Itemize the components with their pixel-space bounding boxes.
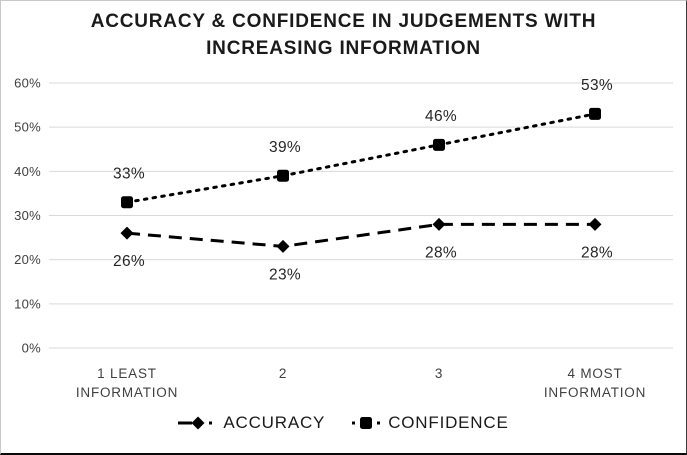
square-marker bbox=[433, 138, 445, 151]
legend-item-confidence: CONFIDENCE bbox=[351, 413, 508, 433]
data-label: 46% bbox=[425, 108, 457, 125]
legend-dot bbox=[209, 421, 213, 425]
data-label: 28% bbox=[581, 244, 613, 261]
chart-title: ACCURACY & CONFIDENCE IN JUDGEMENTS WITH… bbox=[90, 11, 597, 59]
y-axis-tick-label: 40% bbox=[14, 164, 41, 179]
confidence-line bbox=[125, 112, 597, 204]
accuracy-line-marker-icon bbox=[178, 416, 213, 430]
x-axis-tick-label: INFORMATION bbox=[544, 385, 646, 400]
accuracy-line bbox=[126, 222, 595, 248]
data-label: 28% bbox=[425, 244, 457, 261]
y-axis-tick-label: 30% bbox=[14, 208, 41, 223]
y-axis-tick-label: 0% bbox=[22, 341, 42, 356]
x-axis-tick-label: 2 bbox=[279, 366, 287, 381]
y-axis-tick-label: 50% bbox=[14, 120, 41, 135]
legend-dot bbox=[352, 421, 356, 425]
diamond-marker bbox=[432, 217, 446, 231]
x-axis-tick-label: INFORMATION bbox=[76, 385, 178, 400]
y-axis-tick-label: 60% bbox=[14, 76, 41, 91]
diamond-marker bbox=[588, 217, 602, 231]
legend-dot bbox=[377, 421, 381, 425]
x-axis-tick-label: 3 bbox=[435, 366, 443, 381]
y-axis-tick-label: 20% bbox=[14, 252, 41, 267]
square-marker bbox=[589, 107, 601, 120]
x-axis-tick-label: 1 LEAST bbox=[97, 366, 157, 381]
data-label: 33% bbox=[113, 165, 145, 182]
data-label: 23% bbox=[269, 266, 301, 283]
legend-label-accuracy: ACCURACY bbox=[223, 413, 326, 432]
square-marker bbox=[277, 169, 289, 182]
data-label: 39% bbox=[269, 139, 301, 156]
data-label: 53% bbox=[581, 77, 613, 94]
square-marker bbox=[121, 196, 133, 209]
confidence-line-marker-icon bbox=[352, 417, 381, 429]
legend: ACCURACY CONFIDENCE bbox=[1, 413, 686, 433]
y-axis-tick-label: 10% bbox=[14, 296, 41, 311]
diamond-marker bbox=[120, 226, 134, 240]
diamond-marker bbox=[276, 239, 290, 253]
data-label: 26% bbox=[113, 253, 145, 270]
legend-item-accuracy: ACCURACY bbox=[178, 413, 325, 433]
legend-label-confidence: CONFIDENCE bbox=[388, 413, 509, 432]
x-axis-tick-label: 4 MOST bbox=[567, 366, 622, 381]
square-marker bbox=[360, 417, 373, 429]
diamond-marker bbox=[191, 416, 205, 430]
